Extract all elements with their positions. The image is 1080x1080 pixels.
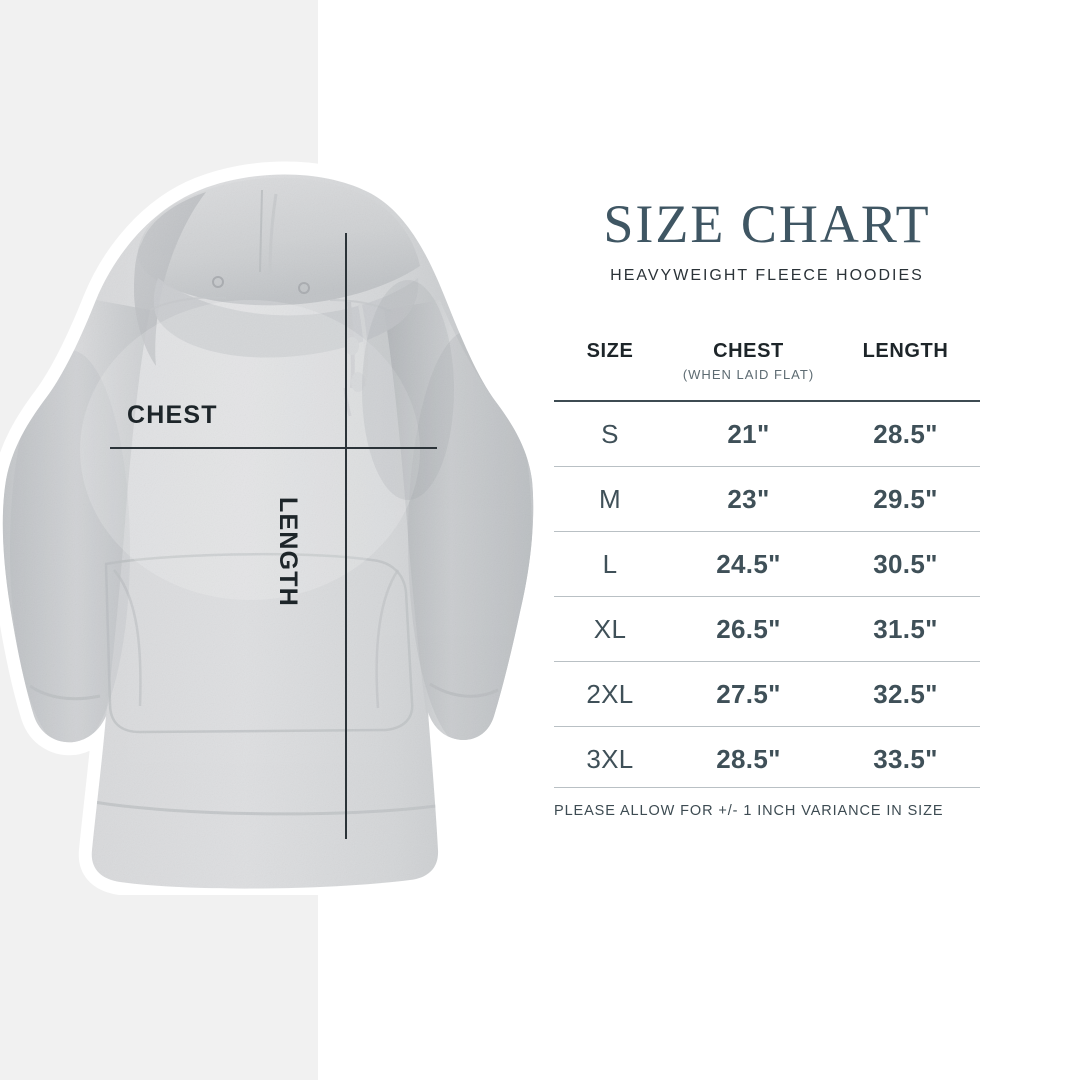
- cell-length: 32.5": [873, 678, 938, 709]
- column-note-size: [554, 368, 666, 386]
- table-row: 2XL 27.5" 32.5": [554, 661, 980, 727]
- length-measurement-line: [345, 233, 347, 839]
- cell-chest: 24.5": [716, 548, 781, 579]
- table-row: S 21" 28.5": [554, 401, 980, 467]
- chest-measurement-label: CHEST: [127, 401, 218, 429]
- cell-length: 28.5": [873, 418, 938, 449]
- cell-size: 3XL: [586, 743, 634, 774]
- page-title: SIZE CHART: [603, 194, 931, 254]
- column-header-length: LENGTH: [831, 340, 980, 401]
- cell-size: XL: [593, 613, 627, 644]
- table-row: M 23" 29.5": [554, 466, 980, 532]
- variance-footnote: PLEASE ALLOW FOR +/- 1 INCH VARIANCE IN …: [554, 803, 944, 819]
- size-chart-table: SIZE CHEST (WHEN LAID FLAT) LENGTH: [554, 340, 980, 791]
- chest-measurement-line: [110, 447, 437, 449]
- column-header-chest-label: CHEST: [713, 340, 784, 362]
- cell-chest: 23": [727, 483, 770, 514]
- column-header-size-label: SIZE: [586, 340, 634, 362]
- table-body: S 21" 28.5" M 23" 29.5" L 24.5" 30.5" XL…: [554, 401, 980, 791]
- table-row: 3XL 28.5" 33.5": [554, 726, 980, 792]
- column-header-length-label: LENGTH: [862, 340, 949, 362]
- cell-size: S: [601, 418, 619, 449]
- table-row: L 24.5" 30.5": [554, 531, 980, 597]
- cell-length: 30.5": [873, 548, 938, 579]
- table-header: SIZE CHEST (WHEN LAID FLAT) LENGTH: [554, 340, 980, 401]
- cell-chest: 27.5": [716, 678, 781, 709]
- column-note-length: [831, 368, 980, 386]
- length-measurement-label: LENGTH: [274, 497, 302, 607]
- cell-chest: 28.5": [716, 743, 781, 774]
- cell-size: M: [599, 483, 621, 514]
- column-header-chest: CHEST (WHEN LAID FLAT): [666, 340, 831, 401]
- cell-size: 2XL: [586, 678, 634, 709]
- cell-length: 33.5": [873, 743, 938, 774]
- table-row: XL 26.5" 31.5": [554, 596, 980, 662]
- cell-chest: 21": [727, 418, 770, 449]
- size-chart-panel: SIZE CHART HEAVYWEIGHT FLEECE HOODIES SI…: [554, 0, 980, 1080]
- column-note-chest: (WHEN LAID FLAT): [682, 367, 815, 382]
- hoodie-illustration-icon: [0, 161, 545, 895]
- cell-length: 29.5": [873, 483, 938, 514]
- cell-chest: 26.5": [716, 613, 781, 644]
- cell-size: L: [602, 548, 618, 579]
- product-image-area: [0, 150, 545, 895]
- table-bottom-divider: [554, 787, 980, 788]
- column-header-size: SIZE: [554, 340, 666, 401]
- page-subtitle: HEAVYWEIGHT FLEECE HOODIES: [610, 267, 924, 284]
- cell-length: 31.5": [873, 613, 938, 644]
- hoodie-body: [2, 174, 534, 889]
